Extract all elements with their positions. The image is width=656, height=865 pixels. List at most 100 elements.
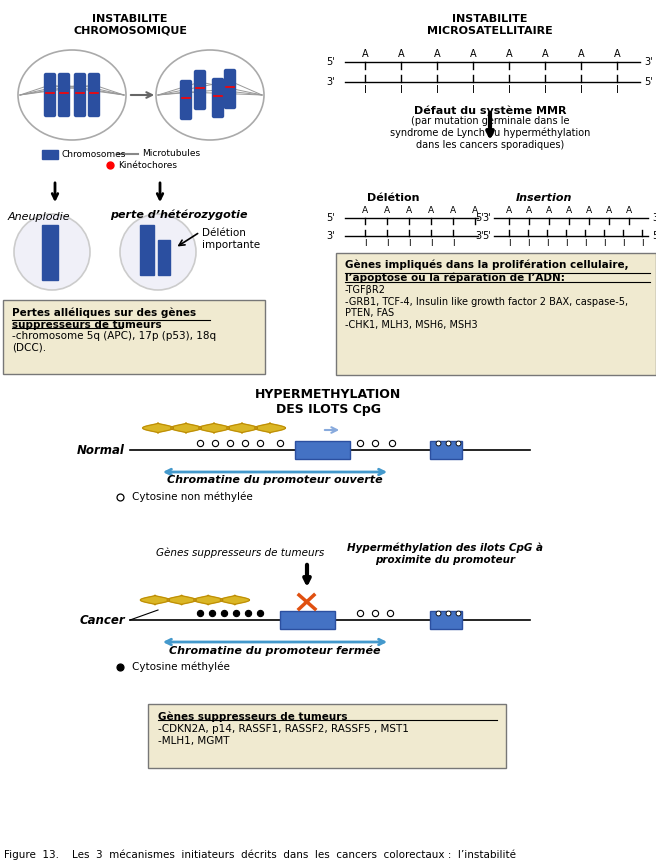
Text: I: I [452,239,455,248]
FancyBboxPatch shape [58,74,70,117]
FancyBboxPatch shape [295,441,350,459]
FancyBboxPatch shape [430,441,462,459]
Text: A: A [362,206,368,215]
FancyBboxPatch shape [180,80,192,119]
FancyBboxPatch shape [224,69,236,108]
FancyBboxPatch shape [140,225,154,275]
Text: A: A [406,206,412,215]
Circle shape [14,214,90,290]
Text: A: A [566,206,572,215]
Text: (par mutation germinale dans le
syndrome de Lynch ou hyperméthylation
dans les c: (par mutation germinale dans le syndrome… [390,116,590,150]
Text: Cytosine méthylée: Cytosine méthylée [132,662,230,672]
Text: 3': 3' [482,213,491,223]
Text: A: A [586,206,592,215]
FancyBboxPatch shape [158,240,170,275]
Text: I: I [641,239,644,248]
Text: -TGFβR2
-GRB1, TCF-4, Insulin like growth factor 2 BAX, caspase-5,
PTEN, FAS
-CH: -TGFβR2 -GRB1, TCF-4, Insulin like growt… [345,285,628,330]
Text: Chromatine du promoteur fermée: Chromatine du promoteur fermée [169,645,380,656]
Text: A: A [506,206,512,215]
Text: Gènes suppresseurs de tumeurs: Gènes suppresseurs de tumeurs [158,711,348,721]
Text: I: I [615,85,619,95]
Text: A: A [434,49,440,59]
Text: A: A [470,49,476,59]
Text: A: A [542,49,548,59]
FancyBboxPatch shape [280,611,335,629]
Text: Gènes suppresseurs de tumeurs: Gènes suppresseurs de tumeurs [156,548,324,558]
Text: Gènes impliqués dans la prolifération cellulaire,
l’apoptose ou la réparation de: Gènes impliqués dans la prolifération ce… [345,260,628,283]
Text: I: I [363,239,366,248]
FancyBboxPatch shape [430,611,462,629]
Text: I: I [579,85,583,95]
Polygon shape [140,595,170,605]
FancyBboxPatch shape [336,253,656,375]
FancyBboxPatch shape [213,79,224,118]
FancyBboxPatch shape [45,74,56,117]
Text: A: A [472,206,478,215]
Text: I: I [508,85,510,95]
Text: perte d’hétérozygotie: perte d’hétérozygotie [110,209,247,220]
Text: A: A [546,206,552,215]
Text: A: A [450,206,456,215]
Text: -CDKN2A, p14, RASSF1, RASSF2, RASSF5 , MST1
-MLH1, MGMT: -CDKN2A, p14, RASSF1, RASSF2, RASSF5 , M… [158,724,409,746]
Text: I: I [430,239,432,248]
Polygon shape [226,423,257,433]
Polygon shape [220,595,249,605]
Text: Délétion
importante: Délétion importante [202,228,260,250]
Text: A: A [626,206,632,215]
Text: Normal: Normal [77,444,125,457]
Text: 5': 5' [644,77,653,87]
FancyBboxPatch shape [148,704,506,768]
Polygon shape [194,595,223,605]
Text: I: I [527,239,529,248]
FancyBboxPatch shape [89,74,100,117]
Text: Kinétochores: Kinétochores [118,161,177,170]
Text: Cancer: Cancer [79,613,125,626]
Text: I: I [565,239,567,248]
Text: 5': 5' [652,231,656,241]
Polygon shape [199,423,230,433]
Text: A: A [361,49,368,59]
Text: 5': 5' [482,231,491,241]
FancyBboxPatch shape [75,74,85,117]
Text: 3': 3' [327,231,335,241]
FancyBboxPatch shape [42,225,58,280]
Text: I: I [363,85,367,95]
Text: Chromosomes: Chromosomes [62,150,127,159]
Text: Cytosine non méthylée: Cytosine non méthylée [132,491,253,503]
Text: A: A [606,206,612,215]
Text: A: A [613,49,621,59]
Text: A: A [526,206,532,215]
Text: 5': 5' [326,57,335,67]
Text: 5': 5' [326,213,335,223]
FancyBboxPatch shape [194,71,205,110]
Text: A: A [428,206,434,215]
Text: A: A [398,49,404,59]
Text: 3': 3' [476,231,484,241]
Text: I: I [386,239,388,248]
Circle shape [120,214,196,290]
Text: INSTABILITE
CHROMOSOMIQUE: INSTABILITE CHROMOSOMIQUE [73,14,187,35]
Text: I: I [508,239,510,248]
Text: I: I [622,239,625,248]
Text: I: I [436,85,438,95]
Text: Hyperméthylation des ilots CpG à
proximite du promoteur: Hyperméthylation des ilots CpG à proximi… [347,543,543,565]
Text: Microtubules: Microtubules [142,150,200,158]
Text: I: I [546,239,548,248]
Text: INSTABILITE
MICROSATELLITAIRE: INSTABILITE MICROSATELLITAIRE [427,14,553,35]
Text: Aneuplodie: Aneuplodie [8,212,71,222]
Text: 3': 3' [327,77,335,87]
Text: Insertion: Insertion [516,193,573,203]
Text: Figure  13.    Les  3  mécanismes  initiateurs  décrits  dans  les  cancers  col: Figure 13. Les 3 mécanismes initiateurs … [4,850,516,861]
Text: 5': 5' [475,213,484,223]
Text: 3': 3' [644,57,653,67]
Text: Défaut du système MMR: Défaut du système MMR [414,105,566,116]
Text: A: A [384,206,390,215]
Text: I: I [544,85,546,95]
Text: I: I [472,85,474,95]
Text: I: I [603,239,605,248]
Polygon shape [171,423,201,433]
FancyBboxPatch shape [3,300,265,374]
Text: I: I [400,85,402,95]
Polygon shape [255,423,285,433]
Text: A: A [506,49,512,59]
